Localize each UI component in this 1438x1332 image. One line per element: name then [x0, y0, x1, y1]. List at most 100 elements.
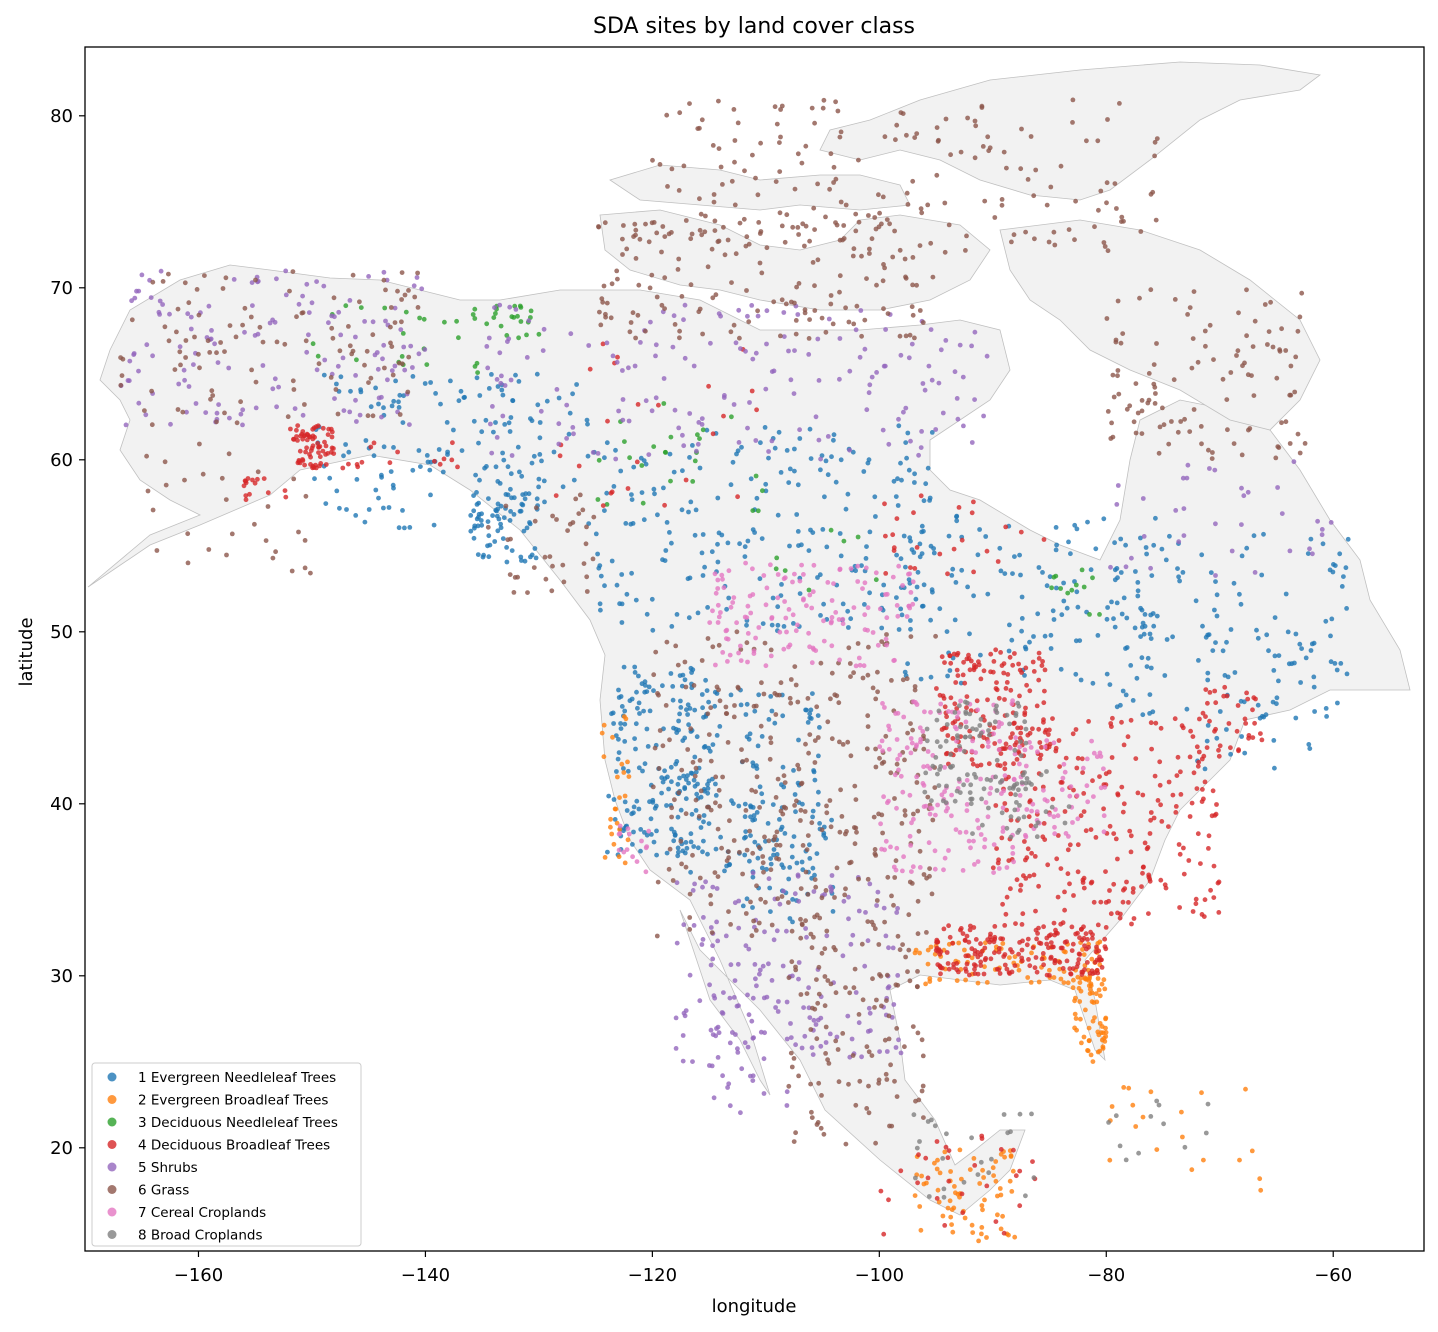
data-point	[1139, 408, 1145, 414]
data-point	[290, 269, 296, 274]
data-point	[838, 129, 844, 135]
data-point	[1095, 1049, 1101, 1055]
data-point	[618, 721, 623, 726]
data-point	[934, 739, 940, 745]
data-point	[329, 313, 335, 319]
data-point	[966, 838, 972, 844]
data-point	[390, 372, 396, 378]
data-point	[1136, 1150, 1141, 1156]
data-point	[608, 315, 614, 321]
data-point	[1270, 344, 1276, 350]
data-point	[860, 997, 866, 1003]
data-point	[629, 570, 634, 576]
data-point	[688, 770, 694, 776]
data-point	[894, 737, 900, 742]
data-point	[961, 1179, 967, 1185]
data-point	[428, 492, 433, 498]
data-point	[1017, 552, 1022, 558]
data-point	[697, 875, 703, 881]
data-point	[347, 298, 353, 303]
data-point	[904, 455, 909, 461]
data-point	[285, 414, 291, 420]
data-point	[876, 811, 881, 817]
data-point	[912, 687, 918, 693]
data-point	[947, 653, 953, 659]
data-point	[1110, 372, 1116, 378]
data-point	[711, 199, 717, 205]
data-point	[308, 448, 314, 453]
data-point	[691, 844, 697, 849]
data-point	[795, 482, 801, 488]
data-point	[1199, 756, 1205, 762]
data-point	[683, 684, 689, 690]
data-point	[627, 329, 633, 335]
data-point	[958, 698, 963, 704]
data-point	[920, 381, 926, 386]
data-point	[196, 312, 202, 318]
data-point	[970, 1230, 976, 1235]
data-point	[690, 759, 696, 765]
data-point	[688, 831, 694, 837]
data-point	[1090, 1059, 1096, 1064]
data-point	[791, 834, 797, 839]
data-point	[471, 493, 476, 498]
data-point	[964, 233, 969, 239]
data-point	[664, 803, 669, 808]
data-point	[1135, 410, 1141, 416]
data-point	[1154, 136, 1160, 142]
data-point	[969, 440, 975, 445]
data-point	[996, 695, 1002, 701]
data-point	[869, 374, 875, 380]
data-point	[125, 378, 131, 383]
land-central-islands	[609, 164, 911, 211]
data-point	[791, 768, 796, 773]
data-point	[1126, 1085, 1132, 1091]
data-point	[595, 497, 601, 502]
data-point	[942, 855, 948, 861]
data-point	[682, 659, 688, 665]
data-point	[918, 739, 923, 745]
data-point	[819, 950, 825, 956]
data-point	[829, 670, 835, 676]
data-point	[598, 322, 604, 328]
data-point	[774, 555, 780, 561]
data-point	[1027, 740, 1032, 745]
data-point	[681, 317, 686, 323]
data-point	[935, 1157, 940, 1163]
data-point	[1036, 883, 1041, 889]
data-point	[1274, 375, 1280, 381]
data-point	[472, 316, 478, 321]
data-point	[981, 1175, 986, 1180]
data-point	[810, 530, 816, 535]
data-point	[1077, 980, 1083, 985]
data-point	[1023, 646, 1029, 652]
data-point	[961, 659, 966, 665]
data-point	[486, 335, 492, 341]
data-point	[818, 660, 824, 666]
data-point	[1053, 547, 1059, 553]
data-point	[1224, 397, 1230, 402]
data-point	[861, 469, 867, 474]
data-point	[1236, 310, 1241, 316]
data-point	[725, 237, 731, 243]
data-point	[1072, 1011, 1078, 1017]
data-point	[1016, 661, 1021, 667]
data-point	[720, 1073, 725, 1079]
data-point	[744, 622, 749, 628]
legend-label: 4 Deciduous Broadleaf Trees	[138, 1138, 330, 1154]
data-point	[1161, 1121, 1166, 1127]
data-point	[867, 251, 872, 256]
data-point	[914, 1145, 920, 1151]
data-point	[354, 357, 359, 363]
data-point	[643, 461, 649, 467]
data-point	[865, 938, 871, 944]
data-point	[699, 416, 705, 421]
data-point	[601, 283, 607, 289]
data-point	[131, 352, 137, 357]
data-point	[968, 801, 974, 807]
data-point	[942, 765, 947, 770]
data-point	[550, 563, 555, 569]
data-point	[768, 740, 774, 746]
data-point	[676, 718, 681, 724]
data-point	[614, 820, 620, 826]
